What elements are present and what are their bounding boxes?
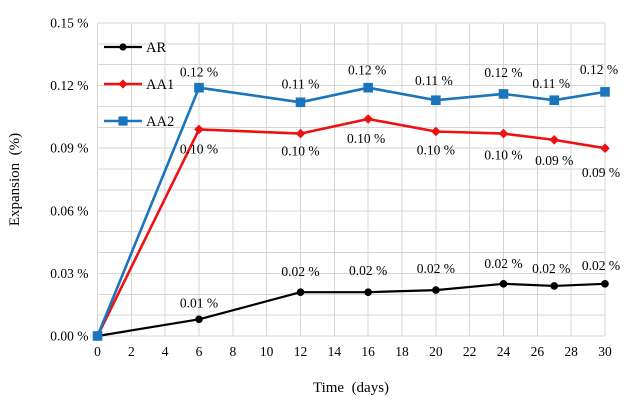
data-labels-AA1: 0.10 % 0.10 % 0.10 % 0.10 % 0.10 % 0.09 % 0.09… xyxy=(180,131,620,180)
x-tick-label: 12 xyxy=(294,344,308,359)
data-label: 0.11 % xyxy=(282,76,320,91)
legend-item-AR: AR xyxy=(104,40,166,56)
square-marker xyxy=(92,331,103,341)
data-label: 0.10 % xyxy=(417,143,455,158)
circle-marker xyxy=(499,280,508,288)
legend-label: AA1 xyxy=(146,77,174,93)
x-tick-label: 4 xyxy=(162,344,169,359)
square-marker xyxy=(498,89,509,99)
legend-label: AA2 xyxy=(146,114,174,130)
square-marker xyxy=(295,97,306,108)
y-axis-title: Expansion (%) xyxy=(7,133,23,226)
y-tick-label: 0.03 % xyxy=(50,266,88,281)
diamond-marker xyxy=(118,79,128,89)
x-tick-label: 16 xyxy=(361,344,375,359)
data-label: 0.11 % xyxy=(532,76,570,91)
circle-marker xyxy=(364,288,372,296)
series-AA2 xyxy=(92,82,610,341)
x-tick-label: 0 xyxy=(94,344,101,359)
y-axis-tick-labels: 0.00 % 0.03 % 0.06 % 0.09 % 0.12 % 0.15 % xyxy=(50,16,88,344)
series-line xyxy=(96,117,606,337)
x-tick-label: 6 xyxy=(196,344,203,359)
x-tick-label: 18 xyxy=(395,344,409,359)
square-marker xyxy=(431,95,441,106)
diamond-marker xyxy=(431,126,441,137)
data-label: 0.11 % xyxy=(415,73,453,88)
y-tick-label: 0.12 % xyxy=(50,78,88,93)
circle-marker xyxy=(195,315,203,324)
x-axis-tick-labels: 0 2 4 6 8 10 12 14 16 18 20 22 24 26 28 30 xyxy=(94,344,612,359)
data-label: 0.12 % xyxy=(180,65,218,80)
square-marker xyxy=(600,87,610,97)
circle-marker xyxy=(432,286,440,294)
data-label: 0.12 % xyxy=(580,62,618,77)
square-marker xyxy=(118,116,128,126)
data-labels-AA2: 0.12 % 0.11 % 0.12 % 0.11 % 0.12 % 0.11 % 0.12… xyxy=(180,62,618,91)
circle-marker xyxy=(601,280,609,288)
series-line xyxy=(96,86,606,337)
diamond-marker xyxy=(600,143,610,153)
diamond-marker xyxy=(498,128,509,139)
x-axis-title: Time (days) xyxy=(313,380,389,396)
x-tick-label: 24 xyxy=(497,344,511,359)
x-tick-label: 8 xyxy=(229,344,236,359)
data-label: 0.10 % xyxy=(347,131,385,146)
legend-label: AR xyxy=(146,40,166,56)
diamond-marker xyxy=(363,114,373,124)
y-tick-label: 0.15 % xyxy=(50,16,88,31)
x-tick-label: 14 xyxy=(328,344,342,359)
data-label: 0.10 % xyxy=(180,141,218,156)
circle-marker xyxy=(550,282,559,290)
data-label: 0.12 % xyxy=(484,65,522,80)
legend: AR AA1 AA2 xyxy=(104,40,174,130)
circle-marker xyxy=(296,288,305,296)
data-label: 0.02 % xyxy=(484,256,522,271)
y-tick-label: 0.09 % xyxy=(50,141,88,156)
legend-item-AA2: AA2 xyxy=(104,114,174,130)
data-labels-AR: 0.01 % 0.02 % 0.02 % 0.02 % 0.02 % 0.02 % 0.02… xyxy=(180,256,620,310)
data-label: 0.10 % xyxy=(281,144,319,159)
data-label: 0.02 % xyxy=(532,261,570,276)
x-tick-label: 2 xyxy=(128,344,135,359)
circle-marker xyxy=(119,43,127,51)
x-tick-label: 10 xyxy=(260,344,274,359)
legend-item-AA1: AA1 xyxy=(104,77,174,93)
data-label: 0.02 % xyxy=(417,261,455,276)
data-label: 0.01 % xyxy=(180,295,218,310)
series-line xyxy=(97,282,606,338)
x-tick-label: 26 xyxy=(531,344,545,359)
square-marker xyxy=(549,95,560,106)
square-marker xyxy=(363,82,373,93)
diamond-marker xyxy=(549,135,560,145)
y-tick-label: 0.06 % xyxy=(50,203,88,218)
data-label: 0.10 % xyxy=(484,148,522,163)
series-AR xyxy=(93,280,609,340)
y-tick-label: 0.00 % xyxy=(50,329,88,344)
data-label: 0.09 % xyxy=(582,165,620,180)
x-tick-label: 20 xyxy=(429,344,443,359)
data-label: 0.02 % xyxy=(582,258,620,273)
data-label: 0.12 % xyxy=(348,63,386,78)
diamond-marker xyxy=(194,124,204,135)
data-label: 0.02 % xyxy=(281,264,319,279)
x-tick-label: 30 xyxy=(598,344,612,359)
diamond-marker xyxy=(295,128,306,139)
x-tick-label: 22 xyxy=(463,344,477,359)
data-label: 0.09 % xyxy=(535,153,573,168)
square-marker xyxy=(194,82,204,93)
gridlines xyxy=(97,22,606,337)
x-tick-label: 28 xyxy=(564,344,578,359)
data-label: 0.02 % xyxy=(349,263,387,278)
